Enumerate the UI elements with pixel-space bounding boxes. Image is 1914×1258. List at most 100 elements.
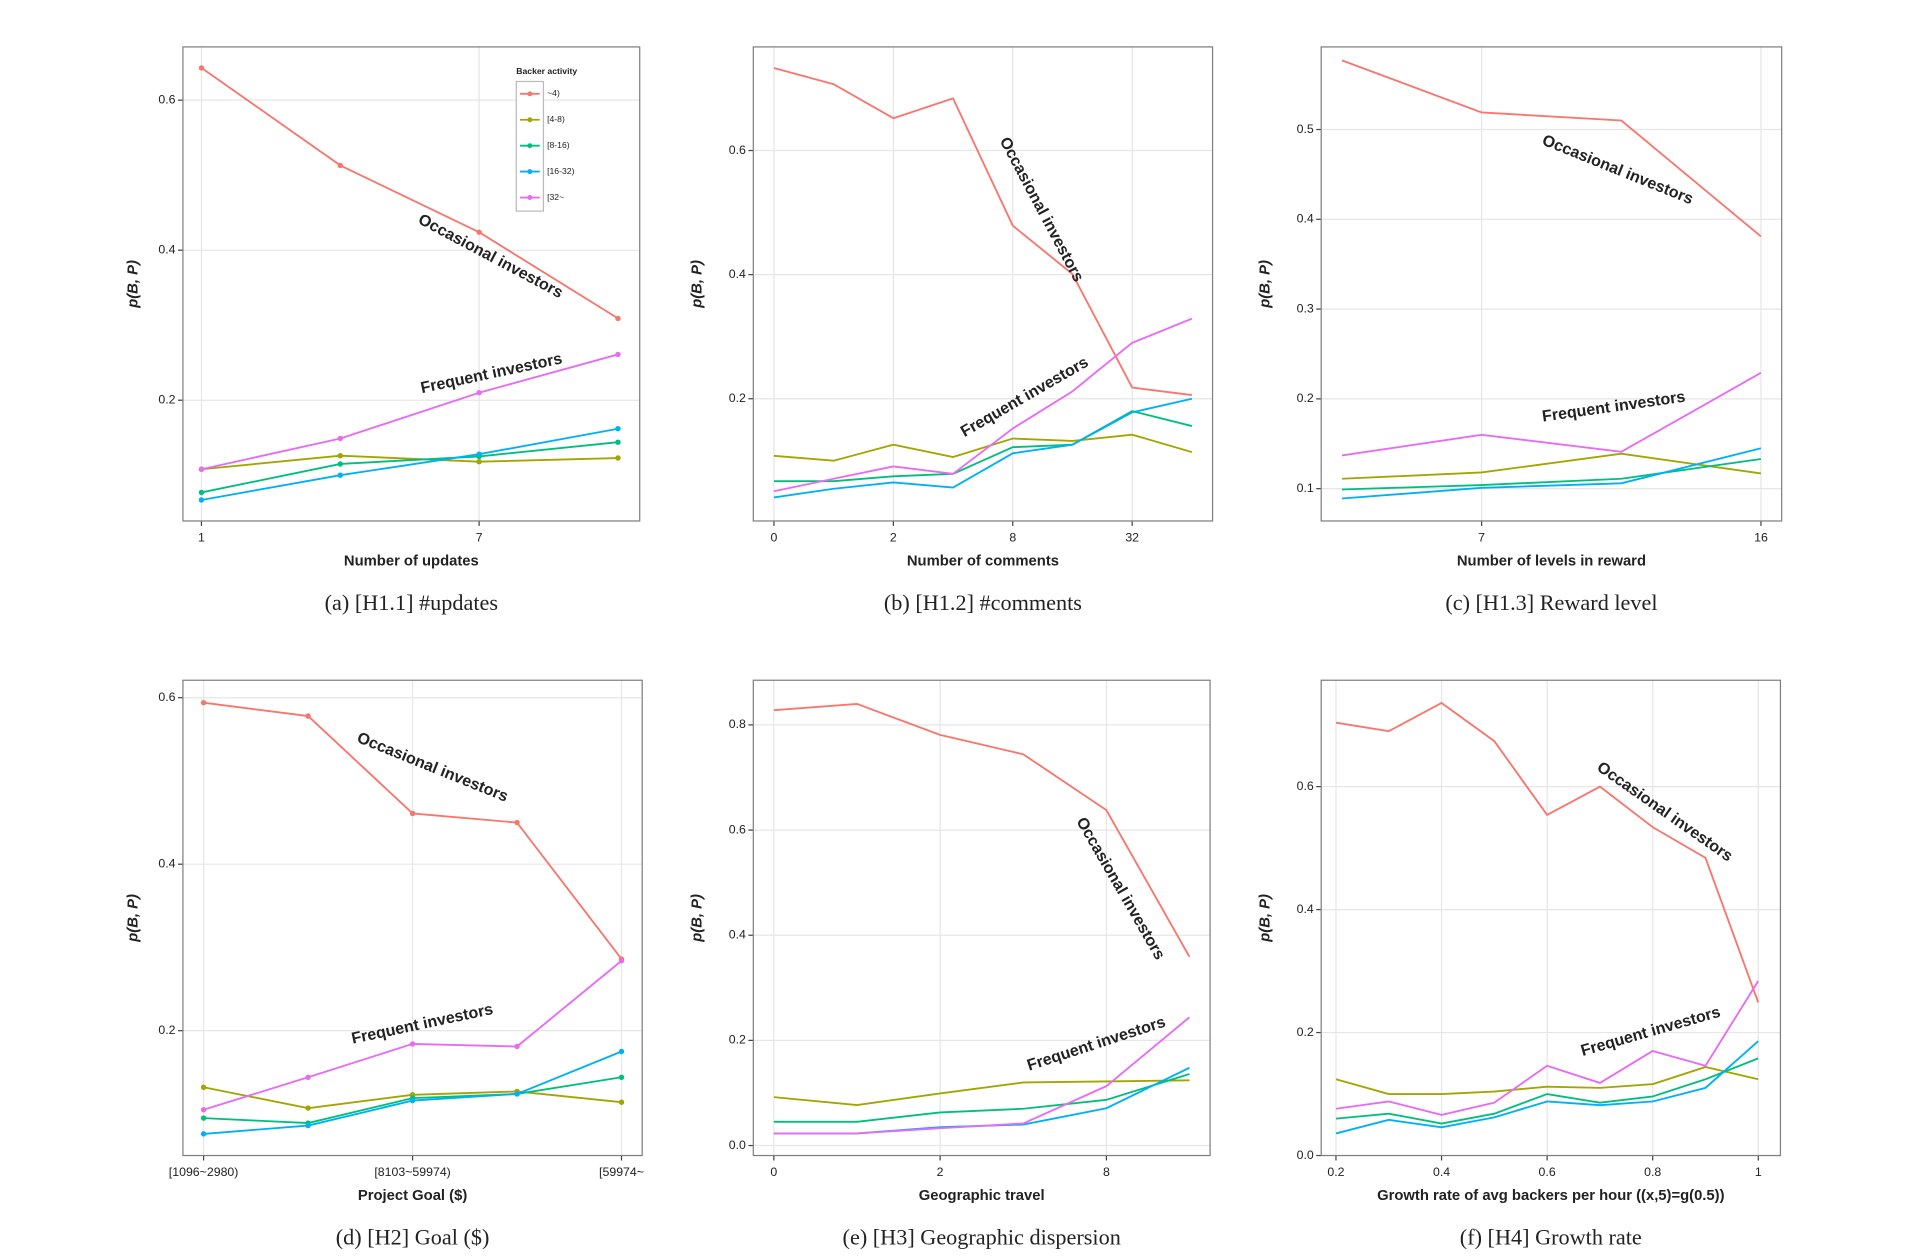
point <box>409 1097 416 1104</box>
series-line <box>773 67 1193 396</box>
y-axis-title: p(B, P) <box>125 260 141 309</box>
y-tick-label: 0.6 <box>1297 779 1314 793</box>
point <box>615 351 621 358</box>
point <box>200 1084 207 1090</box>
x-axis-title: Project Goal ($) <box>358 1188 467 1204</box>
point <box>514 1043 520 1050</box>
legend-dot <box>527 91 533 97</box>
panel: 0.20.40.6[1096~2980) [8103~59974) [59974~O… <box>125 679 644 1250</box>
plot-background <box>1321 46 1782 521</box>
x-tick-label: [1096~2980) <box>169 1165 239 1179</box>
series-line <box>773 397 1193 499</box>
point <box>200 1107 207 1113</box>
y-tick-label: 0.2 <box>158 392 175 406</box>
point <box>200 699 207 706</box>
point <box>200 1115 207 1121</box>
point <box>305 1105 311 1111</box>
x-axis-title: Geographic travel <box>919 1188 1045 1204</box>
y-tick-label: 0.2 <box>1297 1025 1314 1039</box>
point <box>337 435 344 442</box>
x-tick-label: 2 <box>890 531 897 545</box>
series-line <box>201 454 619 471</box>
point <box>305 713 311 719</box>
y-tick-label: 0.4 <box>729 927 746 941</box>
point <box>305 1074 311 1081</box>
legend-dot <box>527 117 533 123</box>
legend-dot <box>527 169 533 175</box>
y-axis-title: p(B, P) <box>1258 894 1274 943</box>
point <box>615 425 621 432</box>
y-axis-title: p(B, P) <box>1258 260 1274 309</box>
legend-label: [32~ <box>547 192 564 202</box>
series-line <box>201 441 619 494</box>
series-line <box>773 1079 1190 1106</box>
point <box>615 439 621 445</box>
series-line <box>1341 452 1762 480</box>
point <box>337 472 344 478</box>
series-line <box>1341 59 1762 238</box>
y-tick-label: 0.6 <box>158 690 175 704</box>
point <box>198 489 205 496</box>
series-line <box>1341 458 1762 491</box>
legend-label: [4-8) <box>547 114 565 124</box>
x-tick-label: 8 <box>1009 531 1016 545</box>
y-tick-label: 0.8 <box>729 717 746 731</box>
plot-frame <box>1320 46 1783 522</box>
x-tick-label: 8 <box>1103 1165 1110 1179</box>
series-line <box>773 702 1191 958</box>
y-tick-label: 0.2 <box>729 1033 746 1047</box>
caption: (d) [H2] Goal ($) <box>336 1225 490 1250</box>
x-tick-label: 0.8 <box>1644 1165 1661 1179</box>
y-axis-title: p(B, P) <box>125 894 141 943</box>
y-tick-label: 0.0 <box>729 1138 746 1152</box>
y-tick-label: 0.3 <box>1297 301 1314 315</box>
point <box>476 459 482 465</box>
point <box>409 1041 416 1047</box>
plot-frame <box>752 679 1211 1157</box>
series-line <box>773 317 1193 493</box>
y-tick-label: 0.6 <box>729 822 746 836</box>
point <box>618 958 625 964</box>
x-tick-label: 1 <box>1755 1165 1762 1179</box>
caption: (a) [H1.1] #updates <box>325 590 498 615</box>
y-tick-label: 0.4 <box>1297 902 1314 916</box>
point <box>615 315 621 322</box>
x-tick-label: 0.4 <box>1433 1165 1450 1179</box>
y-tick-label: 0.1 <box>1297 481 1314 495</box>
plot-frame <box>182 679 643 1157</box>
y-axis-title: p(B, P) <box>690 260 706 309</box>
x-tick-label: 16 <box>1754 531 1768 545</box>
series-line <box>1335 1057 1759 1125</box>
series-line <box>773 1016 1191 1135</box>
x-tick-label: 1 <box>198 531 205 545</box>
x-axis-title: Number of comments <box>907 554 1059 570</box>
point <box>514 819 520 826</box>
y-tick-label: 0.2 <box>1297 391 1314 405</box>
series-line <box>773 433 1193 462</box>
y-tick-label: 0.2 <box>729 391 746 405</box>
plot-background <box>1321 680 1781 1156</box>
point <box>337 453 344 459</box>
series-line <box>1341 447 1762 500</box>
point <box>198 466 205 472</box>
point <box>618 1048 625 1055</box>
point <box>514 1091 520 1097</box>
series-line <box>773 1073 1190 1123</box>
x-tick-label: [8103~59974) <box>374 1165 450 1179</box>
point <box>618 1074 625 1081</box>
point <box>615 455 621 461</box>
plot-frame <box>182 46 641 522</box>
x-axis-title: Growth rate of avg backers per hour ((x,… <box>1377 1188 1724 1204</box>
caption: (c) [H1.3] Reward level <box>1445 590 1657 615</box>
caption: (e) [H3] Geographic dispersion <box>843 1225 1121 1250</box>
plot-background <box>753 680 1211 1156</box>
plot-background <box>753 46 1213 521</box>
point <box>618 1099 625 1105</box>
y-tick-label: 0.6 <box>158 92 175 106</box>
